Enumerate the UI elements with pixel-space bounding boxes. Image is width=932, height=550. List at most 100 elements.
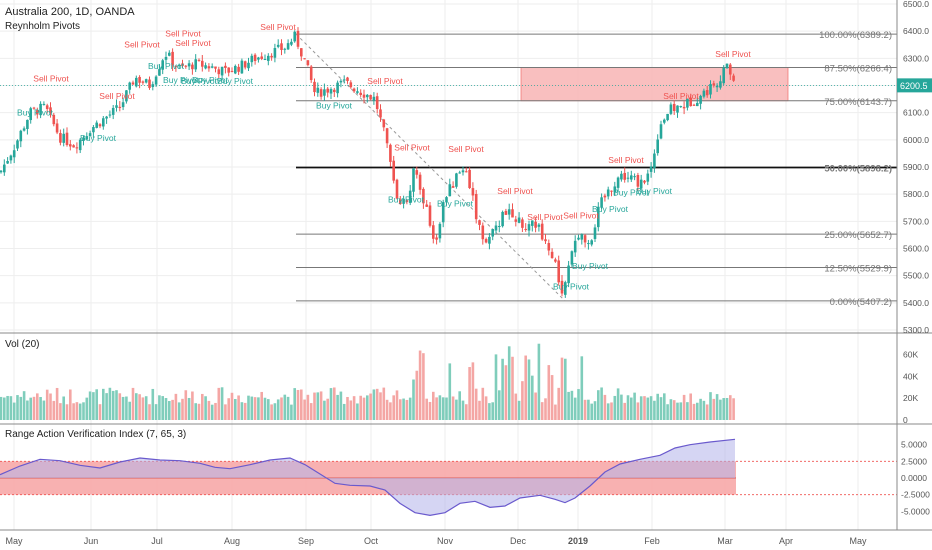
- volume-bar: [395, 390, 399, 420]
- candle-body: [441, 202, 445, 223]
- volume-bar: [567, 391, 570, 420]
- volume-bar: [659, 397, 663, 420]
- fib-level-label: 0.00%(5407.2): [830, 297, 892, 308]
- volume-tick-label: 40K: [903, 371, 918, 381]
- candle-body: [263, 59, 267, 61]
- volume-bar: [32, 396, 36, 420]
- fib-retracement: 100.00%(6389.2) 87.50%(6266.4) 75.00%(6143…: [0, 30, 897, 308]
- candle-body: [428, 205, 432, 226]
- candle-body: [412, 168, 415, 192]
- candle-body: [669, 104, 673, 114]
- volume-bar: [204, 396, 207, 420]
- volume-bar: [560, 357, 564, 420]
- volume-bar: [144, 396, 148, 420]
- candle-body: [267, 55, 270, 61]
- candle-body: [626, 177, 630, 179]
- last-price-tag: [897, 78, 932, 93]
- volume-bar: [148, 404, 151, 420]
- candle-body: [45, 105, 49, 109]
- candle-body: [573, 240, 577, 253]
- volume-bar: [270, 404, 273, 420]
- sell-pivot-label: Sell Pivot: [99, 91, 135, 101]
- candle-body: [42, 103, 46, 105]
- volume-bar: [653, 400, 656, 420]
- volume-bar: [95, 389, 98, 420]
- candle-body: [230, 70, 234, 72]
- volume-bar: [389, 402, 392, 420]
- volume-bar: [75, 402, 79, 420]
- volume-bar: [217, 387, 221, 420]
- candle-body: [567, 265, 570, 284]
- candle-body: [375, 96, 379, 110]
- sell-pivot-label: Sell Pivot: [448, 144, 484, 154]
- candle-body: [82, 137, 85, 141]
- candle-body: [531, 220, 534, 226]
- volume-bar: [85, 397, 89, 420]
- candle-body: [676, 105, 679, 113]
- volume-bar: [26, 400, 29, 420]
- volume-bar: [527, 359, 531, 420]
- volume-bar: [227, 398, 230, 420]
- candle-body: [197, 59, 201, 61]
- candle-body: [689, 97, 692, 107]
- volume-bar: [45, 389, 49, 420]
- volume-bar: [12, 402, 16, 420]
- candle-body: [597, 206, 600, 228]
- volume-bar: [465, 404, 468, 420]
- volume-bar: [633, 392, 636, 420]
- candle-body: [527, 224, 531, 231]
- volume-bar: [273, 403, 277, 420]
- candle-body: [448, 184, 452, 197]
- volume-bar: [451, 396, 455, 420]
- volume-bar: [573, 397, 577, 420]
- candle-body: [659, 124, 663, 139]
- candle-body: [240, 60, 244, 74]
- volume-bar: [121, 396, 125, 420]
- candle-body: [600, 197, 603, 208]
- candle-body: [435, 237, 438, 240]
- candle-body: [699, 95, 702, 104]
- candle-body: [253, 54, 257, 61]
- candle-body: [9, 155, 13, 161]
- candle-body: [69, 144, 72, 147]
- candle-body: [346, 77, 349, 82]
- oscillator-tick-label: 0.0000: [901, 473, 927, 483]
- volume-bar: [699, 398, 702, 420]
- buy-pivot-label: Buy Pivot: [316, 101, 353, 111]
- volume-bar: [267, 399, 270, 420]
- volume-bar: [177, 402, 181, 420]
- volume-bar: [425, 398, 428, 420]
- candle-body: [125, 90, 128, 102]
- candle-body: [461, 170, 465, 173]
- candle-body: [587, 243, 590, 245]
- candle-body: [356, 91, 359, 93]
- candle-body: [616, 177, 620, 188]
- candle-body: [300, 48, 303, 57]
- volume-bar: [415, 370, 419, 420]
- candle-body: [405, 200, 409, 202]
- candle-body: [313, 81, 316, 93]
- time-tick-label: May: [5, 536, 23, 546]
- time-tick-label: Sep: [298, 536, 314, 546]
- buy-pivot-label: Buy Pivot: [181, 76, 218, 86]
- volume-series: [0, 343, 735, 420]
- volume-bar: [151, 388, 155, 420]
- volume-bar: [174, 393, 178, 420]
- candle-body: [323, 89, 326, 96]
- volume-bar: [29, 397, 32, 420]
- candle-body: [636, 175, 640, 187]
- candle-body: [474, 193, 478, 220]
- volume-bar: [379, 392, 382, 420]
- volume-bar: [260, 391, 263, 420]
- candle-body: [36, 110, 39, 115]
- volume-bar: [570, 390, 574, 420]
- volume-bar: [507, 346, 511, 420]
- volume-bar: [666, 404, 669, 420]
- candle-body: [484, 239, 488, 243]
- candle-body: [494, 225, 498, 231]
- volume-bar: [656, 393, 659, 420]
- candle-body: [725, 63, 729, 69]
- candle-body: [623, 172, 626, 180]
- volume-bar: [359, 395, 362, 420]
